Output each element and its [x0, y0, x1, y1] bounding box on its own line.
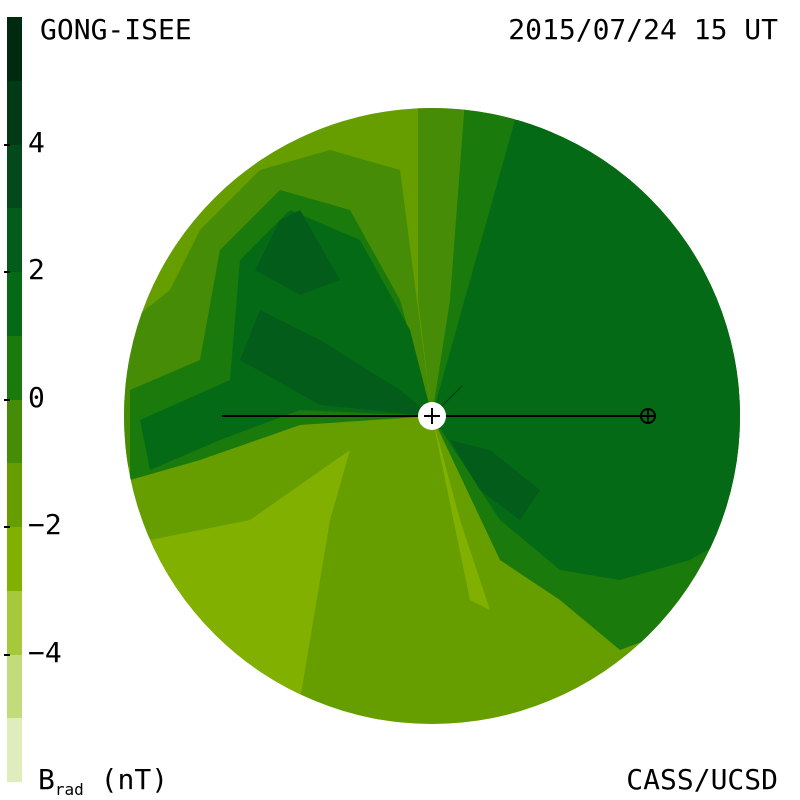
colorbar-tick-mark — [4, 398, 10, 401]
colorbar-level — [7, 272, 22, 336]
colorbar-tick-mark — [4, 653, 10, 656]
quantity-label: Brad (nT) — [38, 763, 169, 798]
colorbar-level — [7, 399, 22, 464]
region-southeast-lobe — [450, 440, 540, 520]
colorbar-level — [7, 208, 22, 272]
unit-label: (nT) — [100, 763, 169, 796]
region-north-strip-a — [418, 108, 470, 416]
colorbar-tick-label: 2 — [28, 253, 45, 286]
sun-icon — [418, 402, 446, 430]
colorbar-tick-label: −4 — [28, 635, 62, 669]
source-label: GONG-ISEE — [40, 13, 192, 46]
colorbar-level — [7, 80, 22, 145]
colorbar — [7, 17, 22, 782]
credit-label: CASS/UCSD — [626, 763, 778, 796]
colorbar-level — [7, 335, 22, 400]
colorbar-tick-mark — [4, 271, 10, 273]
colorbar-level — [7, 17, 22, 81]
colorbar-tick-mark — [4, 143, 10, 146]
colorbar-level — [7, 590, 22, 655]
colorbar-level — [7, 718, 22, 782]
colorbar-tick-mark — [4, 526, 10, 528]
region-east-dark — [240, 310, 432, 416]
colorbar-tick-label: 4 — [28, 125, 45, 159]
colorbar-tick-label: −2 — [28, 508, 62, 541]
colorbar-level — [7, 527, 22, 591]
earth-icon — [640, 408, 656, 424]
quantity-subscript: rad — [54, 780, 84, 799]
colorbar-level — [7, 654, 22, 719]
colorbar-level — [7, 463, 22, 527]
quantity-symbol: B — [38, 763, 55, 796]
region-west-mid — [432, 120, 740, 580]
region-north-lobe — [255, 210, 340, 295]
colorbar-tick-label: 0 — [28, 380, 45, 414]
colorbar-level — [7, 144, 22, 209]
datetime-label: 2015/07/24 15 UT — [508, 13, 778, 46]
